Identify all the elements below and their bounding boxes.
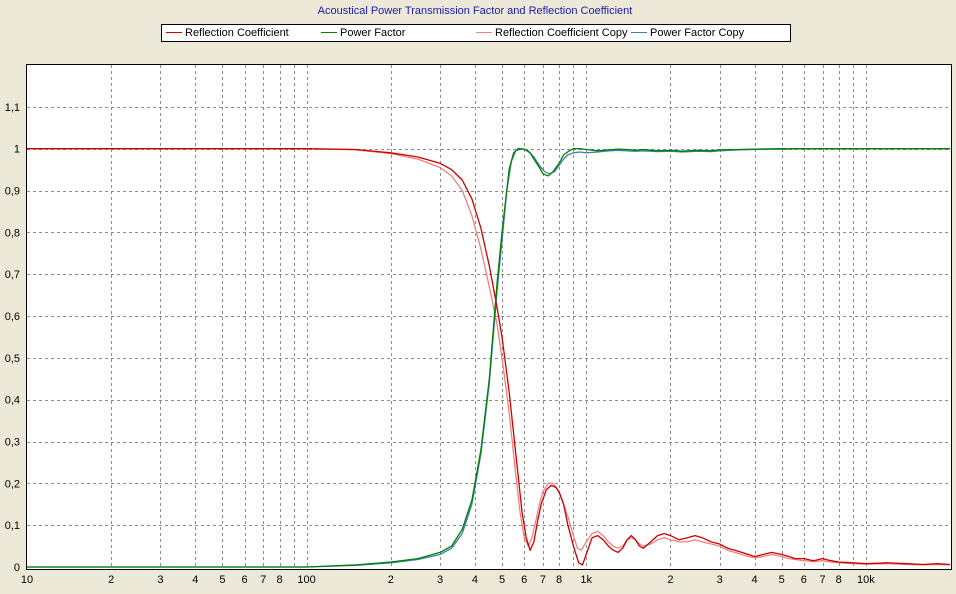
x-tick-label: 2 bbox=[108, 574, 114, 586]
x-tick-label: 5 bbox=[779, 574, 785, 586]
series-line-power-factor-copy bbox=[27, 148, 950, 568]
y-tick-label: 0,7 bbox=[5, 269, 20, 281]
series-lines bbox=[27, 148, 951, 568]
x-tick-label: 4 bbox=[751, 574, 757, 586]
y-tick-label: 0 bbox=[14, 562, 20, 574]
x-tick-label: 8 bbox=[276, 574, 282, 586]
y-tick-label: 0,2 bbox=[5, 478, 20, 490]
legend-swatch-power-factor-copy bbox=[631, 31, 647, 33]
x-tick-label: 6 bbox=[521, 574, 527, 586]
series-line-reflection-coefficient bbox=[27, 148, 951, 566]
legend-swatch-reflection-coefficient bbox=[166, 31, 182, 33]
x-tick-label: 3 bbox=[437, 574, 443, 586]
legend: Reflection Coefficient Power Factor Refl… bbox=[161, 24, 791, 42]
chart-title: Acoustical Power Transmission Factor and… bbox=[317, 5, 633, 17]
legend-item-reflection-coefficient-copy: Reflection Coefficient Copy bbox=[476, 26, 627, 40]
x-tick-label: 8 bbox=[556, 574, 562, 586]
x-tick-label: 2 bbox=[667, 574, 673, 586]
x-tick-label: 5 bbox=[219, 574, 225, 586]
legend-item-power-factor-copy: Power Factor Copy bbox=[631, 26, 744, 40]
y-tick-label: 0,5 bbox=[5, 353, 20, 365]
y-tick-label: 0,4 bbox=[5, 395, 20, 407]
y-tick-label: 0,3 bbox=[5, 437, 20, 449]
legend-label: Power Factor bbox=[340, 27, 406, 39]
x-tick-label: 2 bbox=[388, 574, 394, 586]
x-tick-label: 5 bbox=[499, 574, 505, 586]
legend-label: Reflection Coefficient bbox=[185, 27, 289, 39]
x-tick-label: 3 bbox=[717, 574, 723, 586]
y-tick-label: 0,1 bbox=[5, 520, 20, 532]
x-tick-label: 7 bbox=[260, 574, 266, 586]
x-tick-label: 4 bbox=[192, 574, 198, 586]
x-tick-label: 7 bbox=[540, 574, 546, 586]
legend-swatch-reflection-coefficient-copy bbox=[476, 31, 492, 33]
x-tick-label: 100 bbox=[297, 574, 315, 586]
y-tick-label: 0,8 bbox=[5, 227, 20, 239]
x-tick-label: 3 bbox=[157, 574, 163, 586]
x-tick-label: 6 bbox=[801, 574, 807, 586]
series-line-power-factor bbox=[27, 148, 950, 568]
x-tick-label: 10k bbox=[857, 574, 875, 586]
legend-label: Power Factor Copy bbox=[650, 27, 745, 39]
x-axis-tick-labels: 10 2 3 4 5 6 7 8 100 2 3 4 5 6 7 8 1k 2 3 4 5 6 7 8 10k bbox=[21, 574, 875, 586]
x-tick-label: 4 bbox=[472, 574, 478, 586]
x-tick-label: 7 bbox=[819, 574, 825, 586]
legend-swatch-power-factor bbox=[321, 31, 337, 33]
y-tick-label: 1,1 bbox=[5, 102, 20, 114]
series-line-reflection-coefficient-copy bbox=[27, 148, 951, 566]
legend-label: Reflection Coefficient Copy bbox=[495, 27, 628, 39]
y-tick-label: 1 bbox=[14, 144, 20, 156]
x-tick-label: 8 bbox=[836, 574, 842, 586]
x-tick-label: 6 bbox=[242, 574, 248, 586]
y-axis-tick-labels: 0 0,1 0,2 0,3 0,4 0,5 0,6 0,7 0,8 0,9 1 1,1 bbox=[5, 102, 20, 574]
legend-item-reflection-coefficient: Reflection Coefficient bbox=[166, 26, 289, 40]
y-tick-label: 0,9 bbox=[5, 186, 20, 198]
legend-item-power-factor: Power Factor bbox=[321, 26, 405, 40]
x-tick-label: 10 bbox=[21, 574, 33, 586]
y-tick-label: 0,6 bbox=[5, 311, 20, 323]
grid bbox=[27, 65, 950, 567]
x-tick-label: 1k bbox=[580, 574, 592, 586]
